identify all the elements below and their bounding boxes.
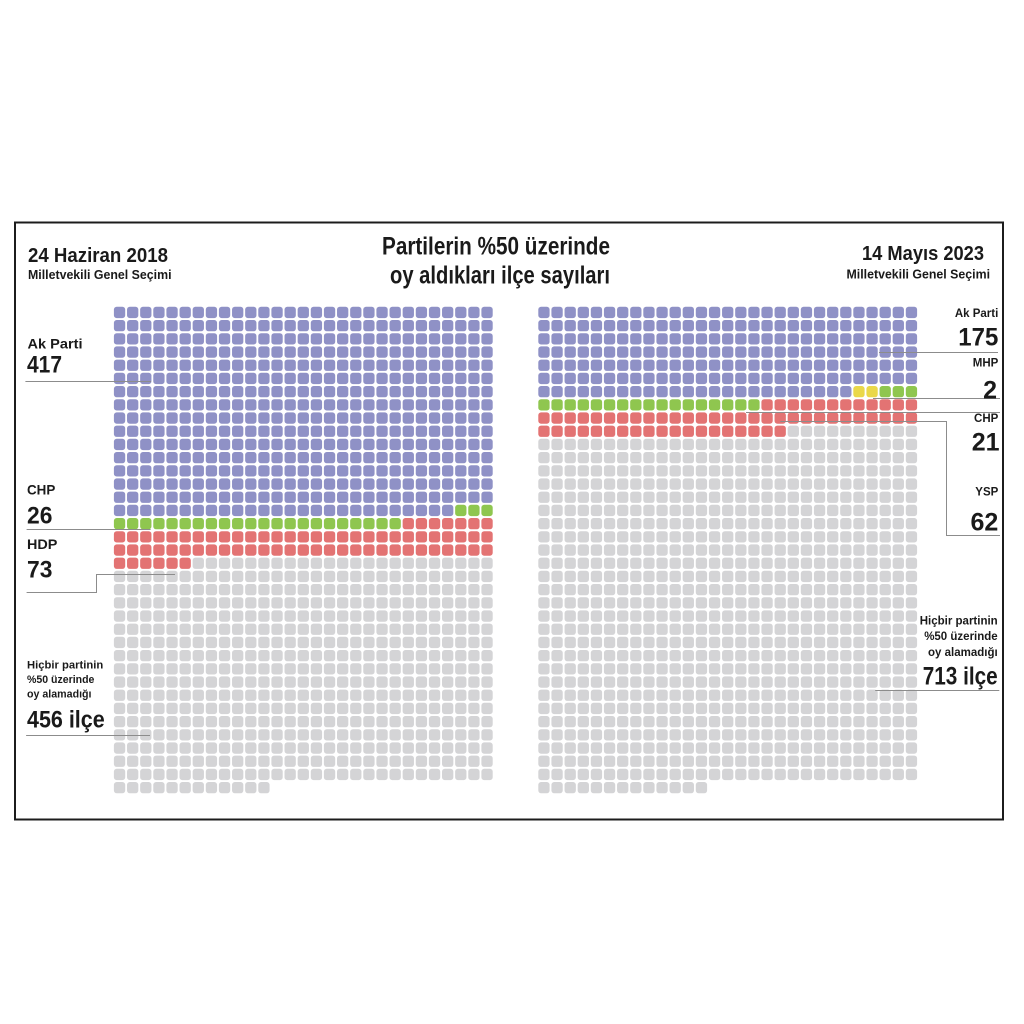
svg-text:14 Mayıs 2023: 14 Mayıs 2023 <box>862 243 984 265</box>
svg-text:175: 175 <box>958 324 998 352</box>
svg-text:Partilerin %50 üzerinde: Partilerin %50 üzerinde <box>382 233 610 261</box>
svg-text:YSP: YSP <box>975 487 998 499</box>
svg-text:Ak Parti: Ak Parti <box>28 336 83 352</box>
svg-text:Milletvekili Genel Seçimi: Milletvekili Genel Seçimi <box>28 267 172 282</box>
svg-text:%50 üzerinde: %50 üzerinde <box>924 631 998 643</box>
svg-text:Ak Parti: Ak Parti <box>955 308 998 320</box>
svg-text:oy alamadığı: oy alamadığı <box>928 647 998 659</box>
svg-text:CHP: CHP <box>27 482 55 498</box>
svg-text:HDP: HDP <box>27 536 57 552</box>
svg-text:456 ilçe: 456 ilçe <box>27 707 105 734</box>
svg-text:Milletvekili Genel Seçimi: Milletvekili Genel Seçimi <box>847 267 991 282</box>
svg-text:24 Haziran 2018: 24 Haziran 2018 <box>28 245 168 267</box>
svg-text:oy aldıkları ilçe sayıları: oy aldıkları ilçe sayıları <box>390 262 610 290</box>
svg-text:62: 62 <box>970 509 998 537</box>
svg-text:Hiçbir partinin: Hiçbir partinin <box>920 616 998 628</box>
svg-text:Hiçbir partinin: Hiçbir partinin <box>27 660 103 672</box>
svg-text:73: 73 <box>27 557 52 584</box>
svg-text:%50 üzerinde: %50 üzerinde <box>27 674 94 686</box>
svg-text:MHP: MHP <box>973 357 999 369</box>
svg-text:26: 26 <box>27 503 52 530</box>
svg-text:CHP: CHP <box>974 413 999 425</box>
svg-text:417: 417 <box>27 352 62 379</box>
svg-text:oy alamadığı: oy alamadığı <box>27 689 92 701</box>
svg-text:21: 21 <box>972 429 1000 457</box>
svg-text:2: 2 <box>983 377 997 405</box>
svg-text:713 ilçe: 713 ilçe <box>923 663 998 691</box>
